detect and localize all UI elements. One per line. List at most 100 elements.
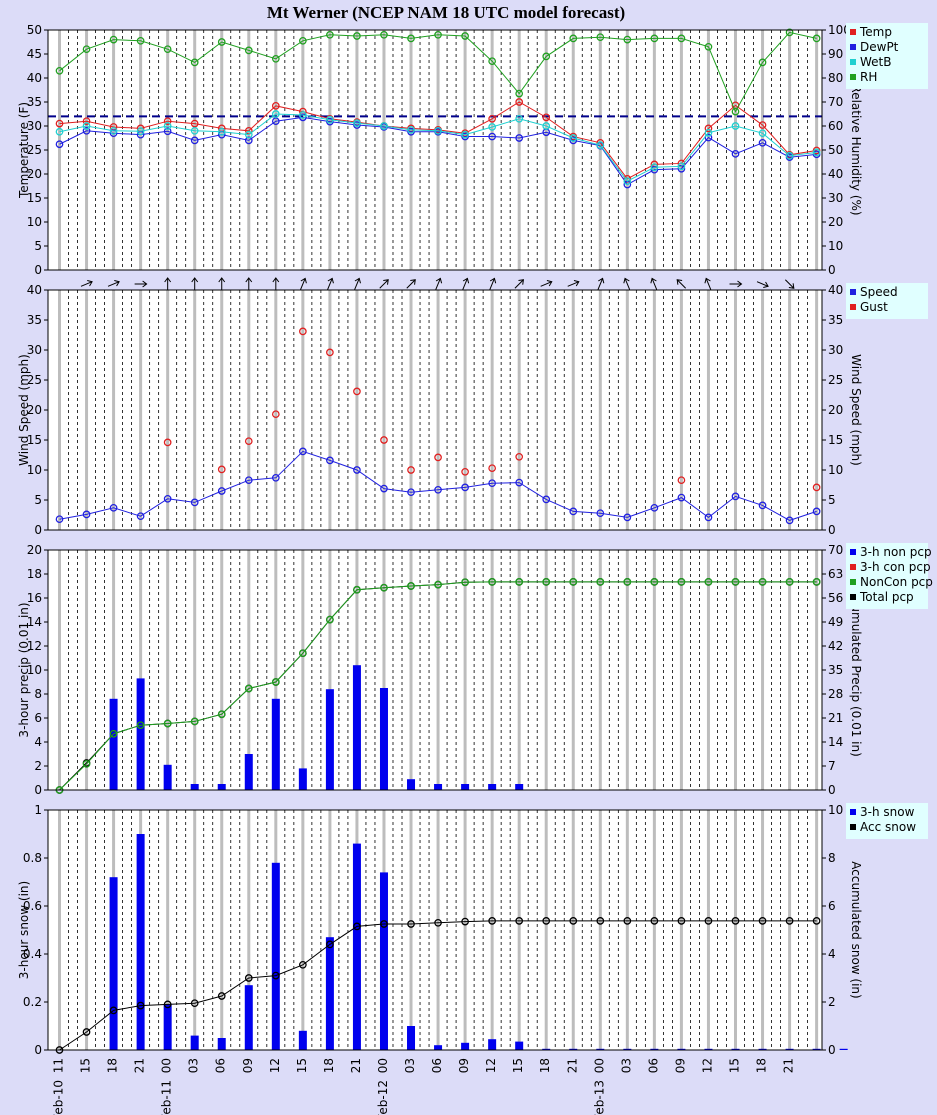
- data-point: [677, 164, 686, 173]
- y-tick-label-left: 6: [34, 711, 42, 725]
- series-line-wetb: [59, 113, 817, 182]
- bar: [407, 1026, 416, 1050]
- data-point: [677, 578, 686, 586]
- data-point: [271, 971, 280, 980]
- arrow-shaft: [406, 279, 416, 289]
- bar: [758, 1048, 767, 1050]
- data-point: [353, 119, 361, 127]
- data-point: [434, 485, 442, 494]
- data-point: [758, 578, 767, 586]
- wind-arrow: [300, 277, 307, 290]
- arrow-shaft: [567, 281, 579, 287]
- y-tick-label-left: 10: [27, 463, 42, 477]
- date-label: Feb-12: [376, 1080, 390, 1115]
- y-axis-label-left: Temperature (F): [17, 102, 31, 199]
- y-tick-label-right: 6: [828, 899, 836, 913]
- arrow-head: [272, 277, 280, 283]
- data-point: [731, 149, 740, 158]
- arrow-shaft: [300, 278, 306, 290]
- y-tick-label-right: 20: [828, 403, 843, 417]
- data-point: [677, 917, 686, 925]
- data-point: [244, 130, 253, 139]
- data-point: [623, 917, 632, 925]
- bar: [217, 784, 226, 790]
- bar: [407, 779, 416, 790]
- arrow-head: [704, 277, 711, 284]
- arrow-head: [354, 277, 361, 284]
- bar: [271, 698, 280, 790]
- data-point: [434, 453, 442, 462]
- data-point: [244, 437, 253, 446]
- data-point: [163, 494, 172, 503]
- data-point: [731, 492, 740, 501]
- wind-arrow: [514, 279, 525, 289]
- y-tick-label-right: 35: [828, 663, 843, 677]
- data-point: [596, 509, 605, 518]
- legend-entry: DewPt: [860, 40, 899, 54]
- y-tick-label-left: 14: [27, 615, 42, 629]
- y-tick-label-right: 25: [828, 373, 843, 387]
- y-tick-label-right: 8: [828, 851, 836, 865]
- time-tick-label: 15: [511, 1058, 525, 1073]
- data-point: [407, 34, 415, 43]
- panel-precip: 02468101214161820071421283542495663703-h…: [17, 543, 933, 797]
- bar: [434, 1045, 443, 1050]
- time-tick-label: 15: [79, 1058, 93, 1073]
- bar: [190, 1035, 199, 1050]
- plot-frame: [47, 29, 823, 271]
- date-label: Feb-11: [160, 1080, 174, 1115]
- data-point: [407, 466, 415, 474]
- time-tick-label: 18: [322, 1058, 336, 1073]
- data-point: [407, 125, 415, 134]
- bar: [163, 764, 172, 790]
- data-point: [596, 33, 605, 42]
- data-point: [488, 132, 496, 141]
- data-point: [109, 729, 118, 738]
- y-axis-label-left: 3-hour snow (in): [17, 881, 31, 979]
- data-point: [271, 410, 280, 419]
- data-point: [55, 140, 64, 149]
- data-point: [190, 717, 199, 726]
- data-point: [569, 578, 578, 586]
- bar: [136, 834, 145, 1050]
- y-tick-label-right: 63: [828, 567, 843, 581]
- y-tick-label-left: 0.4: [23, 947, 42, 961]
- data-point: [244, 476, 253, 485]
- arrow-head: [546, 279, 553, 287]
- arrow-shaft: [327, 278, 333, 290]
- data-point: [488, 917, 496, 925]
- data-point: [136, 512, 145, 521]
- legend-entry: Speed: [860, 285, 898, 299]
- arrow-head: [87, 279, 93, 287]
- y-tick-label-left: 0.8: [23, 851, 42, 865]
- data-point: [82, 1028, 91, 1036]
- arrow-head: [164, 277, 172, 283]
- legend-swatch: [850, 74, 856, 80]
- data-point: [758, 917, 767, 925]
- time-tick-label: 18: [538, 1058, 552, 1073]
- legend-swatch: [850, 44, 856, 50]
- y-axis-label-right: Wind Speed (mph): [849, 354, 863, 466]
- plot-frame: [47, 289, 823, 531]
- data-point: [542, 52, 551, 61]
- data-point: [461, 483, 469, 492]
- data-point: [190, 498, 199, 507]
- data-point: [82, 760, 91, 768]
- data-point: [353, 32, 361, 40]
- y-tick-label-right: 10: [828, 239, 843, 253]
- y-tick-label-left: 4: [34, 735, 42, 749]
- data-point: [380, 920, 388, 928]
- data-point: [812, 917, 821, 925]
- legend-swatch: [850, 289, 856, 295]
- legend-entry: 3-h snow: [860, 805, 915, 819]
- data-point: [407, 920, 415, 928]
- arrow-shaft: [784, 279, 795, 289]
- wind-arrow: [729, 280, 743, 288]
- data-point: [217, 38, 226, 46]
- data-point: [407, 582, 415, 590]
- data-point: [136, 36, 145, 45]
- bar: [704, 1048, 713, 1050]
- data-point: [163, 127, 172, 136]
- data-point: [299, 649, 307, 658]
